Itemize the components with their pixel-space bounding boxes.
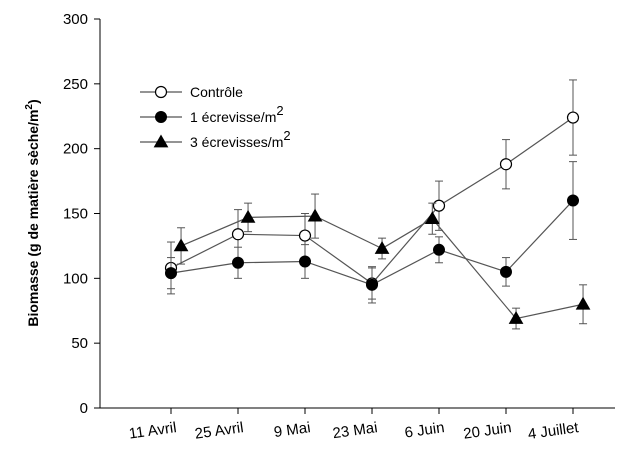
y-axis-label-superscript: 2 bbox=[24, 104, 35, 110]
data-point bbox=[433, 243, 445, 256]
y-tick-label: 150 bbox=[63, 206, 88, 223]
legend-item-3: 3 écrevisses/m2 bbox=[140, 128, 291, 150]
y-tick-label: 250 bbox=[63, 76, 88, 93]
series-2 bbox=[165, 161, 579, 304]
data-point bbox=[500, 265, 512, 278]
legend-label: 3 écrevisses/m2 bbox=[190, 128, 291, 150]
x-tick-label: 6 Juin bbox=[404, 419, 446, 441]
chart-legend: Contrôle 1 écrevisse/m2 3 écrevisses/m2 bbox=[140, 84, 291, 150]
data-point bbox=[499, 158, 513, 171]
y-axis-label: Biomasse (g de matière sèche/m2) bbox=[24, 99, 41, 326]
legend-marker bbox=[155, 111, 167, 123]
y-axis-label-text: Biomasse (g de matière sèche/m bbox=[25, 110, 41, 327]
data-point bbox=[432, 199, 446, 212]
x-tick-label: 23 Mai bbox=[332, 419, 379, 442]
series-3 bbox=[173, 193, 591, 330]
legend-item-2: 1 écrevisse/m2 bbox=[140, 103, 284, 125]
x-tick-label: 20 Juin bbox=[462, 419, 512, 443]
data-point bbox=[299, 255, 311, 268]
chart-axes: 0 50 100 150 200 250 300 11 Avril 25 Avril 9 Mai 2… bbox=[63, 11, 615, 443]
data-point bbox=[298, 229, 312, 242]
data-point bbox=[240, 209, 256, 223]
data-point bbox=[231, 228, 245, 241]
x-tick-label: 11 Avril bbox=[128, 419, 178, 442]
legend-marker bbox=[154, 85, 168, 99]
y-axis-label-end: ) bbox=[25, 99, 41, 104]
data-point bbox=[508, 311, 524, 324]
y-tick-label: 300 bbox=[63, 11, 88, 28]
legend-marker bbox=[153, 134, 169, 148]
legend-item-1: Contrôle bbox=[140, 84, 243, 100]
data-point bbox=[173, 238, 189, 252]
data-point bbox=[165, 267, 177, 280]
x-tick-label: 25 Avril bbox=[194, 419, 245, 443]
data-point bbox=[232, 256, 244, 269]
data-point bbox=[567, 194, 579, 207]
y-tick-label: 0 bbox=[80, 400, 88, 417]
y-tick-label: 200 bbox=[63, 141, 88, 158]
data-point bbox=[566, 111, 580, 124]
y-tick-label: 50 bbox=[71, 335, 88, 352]
data-point bbox=[374, 241, 390, 254]
data-point bbox=[366, 278, 378, 291]
data-point bbox=[307, 208, 323, 222]
series-layer bbox=[164, 79, 591, 330]
legend-label: Contrôle bbox=[190, 84, 243, 100]
y-tick-label: 100 bbox=[63, 270, 88, 287]
x-tick-label: 9 Mai bbox=[273, 419, 312, 441]
x-tick-label: 4 Juillet bbox=[527, 419, 581, 443]
data-point bbox=[575, 296, 591, 310]
data-point bbox=[424, 211, 440, 225]
legend-label: 1 écrevisse/m2 bbox=[190, 103, 284, 125]
